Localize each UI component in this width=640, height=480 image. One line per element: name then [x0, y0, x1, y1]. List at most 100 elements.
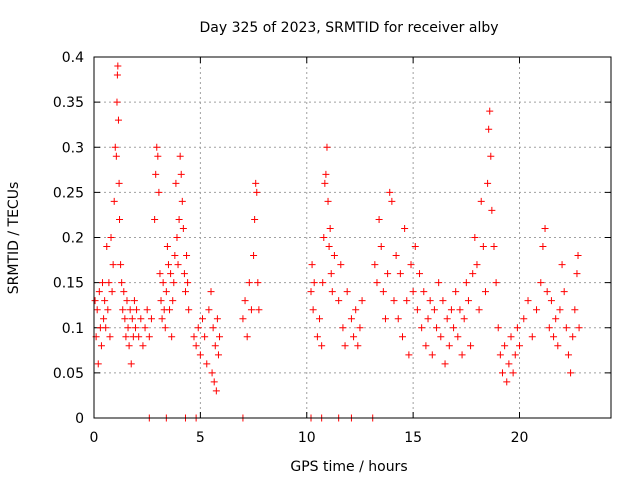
data-point: [330, 252, 338, 260]
data-point: [103, 243, 111, 251]
data-point: [131, 324, 139, 332]
data-point: [243, 333, 251, 341]
data-point: [130, 297, 138, 305]
data-point: [133, 306, 141, 314]
data-point: [487, 152, 495, 160]
data-point: [562, 324, 570, 332]
data-point: [143, 306, 151, 314]
data-point: [253, 188, 261, 196]
data-point: [554, 342, 562, 350]
data-point: [469, 270, 477, 278]
data-point: [170, 279, 178, 287]
data-point: [177, 170, 185, 178]
data-point: [381, 315, 389, 323]
data-point: [377, 243, 385, 251]
data-point: [445, 342, 453, 350]
data-point: [107, 234, 115, 241]
data-point: [174, 261, 182, 269]
data-point: [166, 306, 174, 314]
data-point: [120, 288, 128, 296]
x-tick-label: 0: [90, 430, 99, 446]
data-point: [211, 342, 219, 350]
y-tick-label: 0.3: [62, 140, 84, 156]
data-point: [184, 279, 192, 287]
data-point: [122, 333, 130, 341]
y-axis-label: SRMTID / TECUs: [6, 182, 22, 295]
data-point: [516, 342, 524, 350]
data-point: [384, 270, 392, 278]
data-point: [180, 270, 188, 278]
data-point: [505, 360, 513, 368]
data-point: [156, 270, 164, 278]
y-tick-label: 0.2: [62, 231, 84, 247]
data-point: [571, 306, 579, 314]
data-point: [560, 288, 568, 296]
data-point: [428, 351, 436, 359]
data-point: [113, 98, 121, 106]
data-point: [135, 333, 143, 341]
data-point: [447, 306, 455, 314]
y-axis-ticks: 0 0.05 0.1 0.15 0.2 0.25 0.3 0.35 0.4: [53, 50, 611, 427]
data-point: [481, 288, 489, 296]
data-point: [168, 333, 176, 341]
data-point: [125, 342, 133, 350]
data-point: [386, 188, 394, 196]
data-point: [528, 333, 536, 341]
data-point: [556, 306, 564, 314]
data-point: [203, 360, 211, 368]
data-point: [373, 279, 381, 287]
y-tick-label: 0.4: [62, 50, 84, 66]
data-point: [450, 324, 458, 332]
data-point: [124, 324, 132, 332]
data-point: [477, 197, 485, 205]
data-point: [454, 333, 462, 341]
data-point: [99, 279, 107, 287]
x-tick-label: 15: [404, 430, 422, 446]
data-point: [153, 143, 161, 151]
data-point: [452, 288, 460, 296]
data-point: [426, 297, 434, 305]
data-point: [352, 306, 360, 314]
data-point: [479, 243, 487, 251]
data-point: [547, 297, 555, 305]
data-point: [492, 279, 500, 287]
data-point: [104, 306, 112, 314]
y-tick-label: 0.1: [62, 321, 84, 337]
data-point: [416, 270, 424, 278]
data-point: [254, 279, 262, 287]
data-point: [322, 170, 330, 178]
data-point: [503, 378, 511, 386]
data-point: [356, 324, 364, 332]
data-point: [309, 306, 317, 314]
data-point: [114, 116, 122, 124]
data-point: [115, 179, 123, 187]
data-point: [575, 324, 583, 332]
data-point: [307, 288, 315, 296]
data-point: [245, 279, 253, 287]
data-point: [161, 324, 169, 332]
data-point: [241, 297, 249, 305]
x-tick-label: 5: [196, 430, 205, 446]
data-point: [114, 62, 122, 70]
data-point: [109, 261, 117, 269]
data-point: [209, 324, 217, 332]
data-point: [520, 315, 528, 323]
data-point: [471, 234, 479, 241]
data-point: [486, 107, 494, 115]
data-point: [488, 206, 496, 214]
data-point: [475, 306, 483, 314]
data-point: [537, 279, 545, 287]
data-point: [119, 306, 127, 314]
data-point: [424, 315, 432, 323]
data-point: [437, 333, 445, 341]
data-point: [411, 243, 419, 251]
data-point: [337, 261, 345, 269]
data-point: [358, 297, 366, 305]
data-point: [101, 297, 109, 305]
data-point: [155, 188, 163, 196]
data-point: [199, 315, 207, 323]
data-point: [545, 324, 553, 332]
data-point: [97, 342, 105, 350]
x-axis-label: GPS time / hours: [290, 459, 407, 475]
data-point: [210, 378, 218, 386]
